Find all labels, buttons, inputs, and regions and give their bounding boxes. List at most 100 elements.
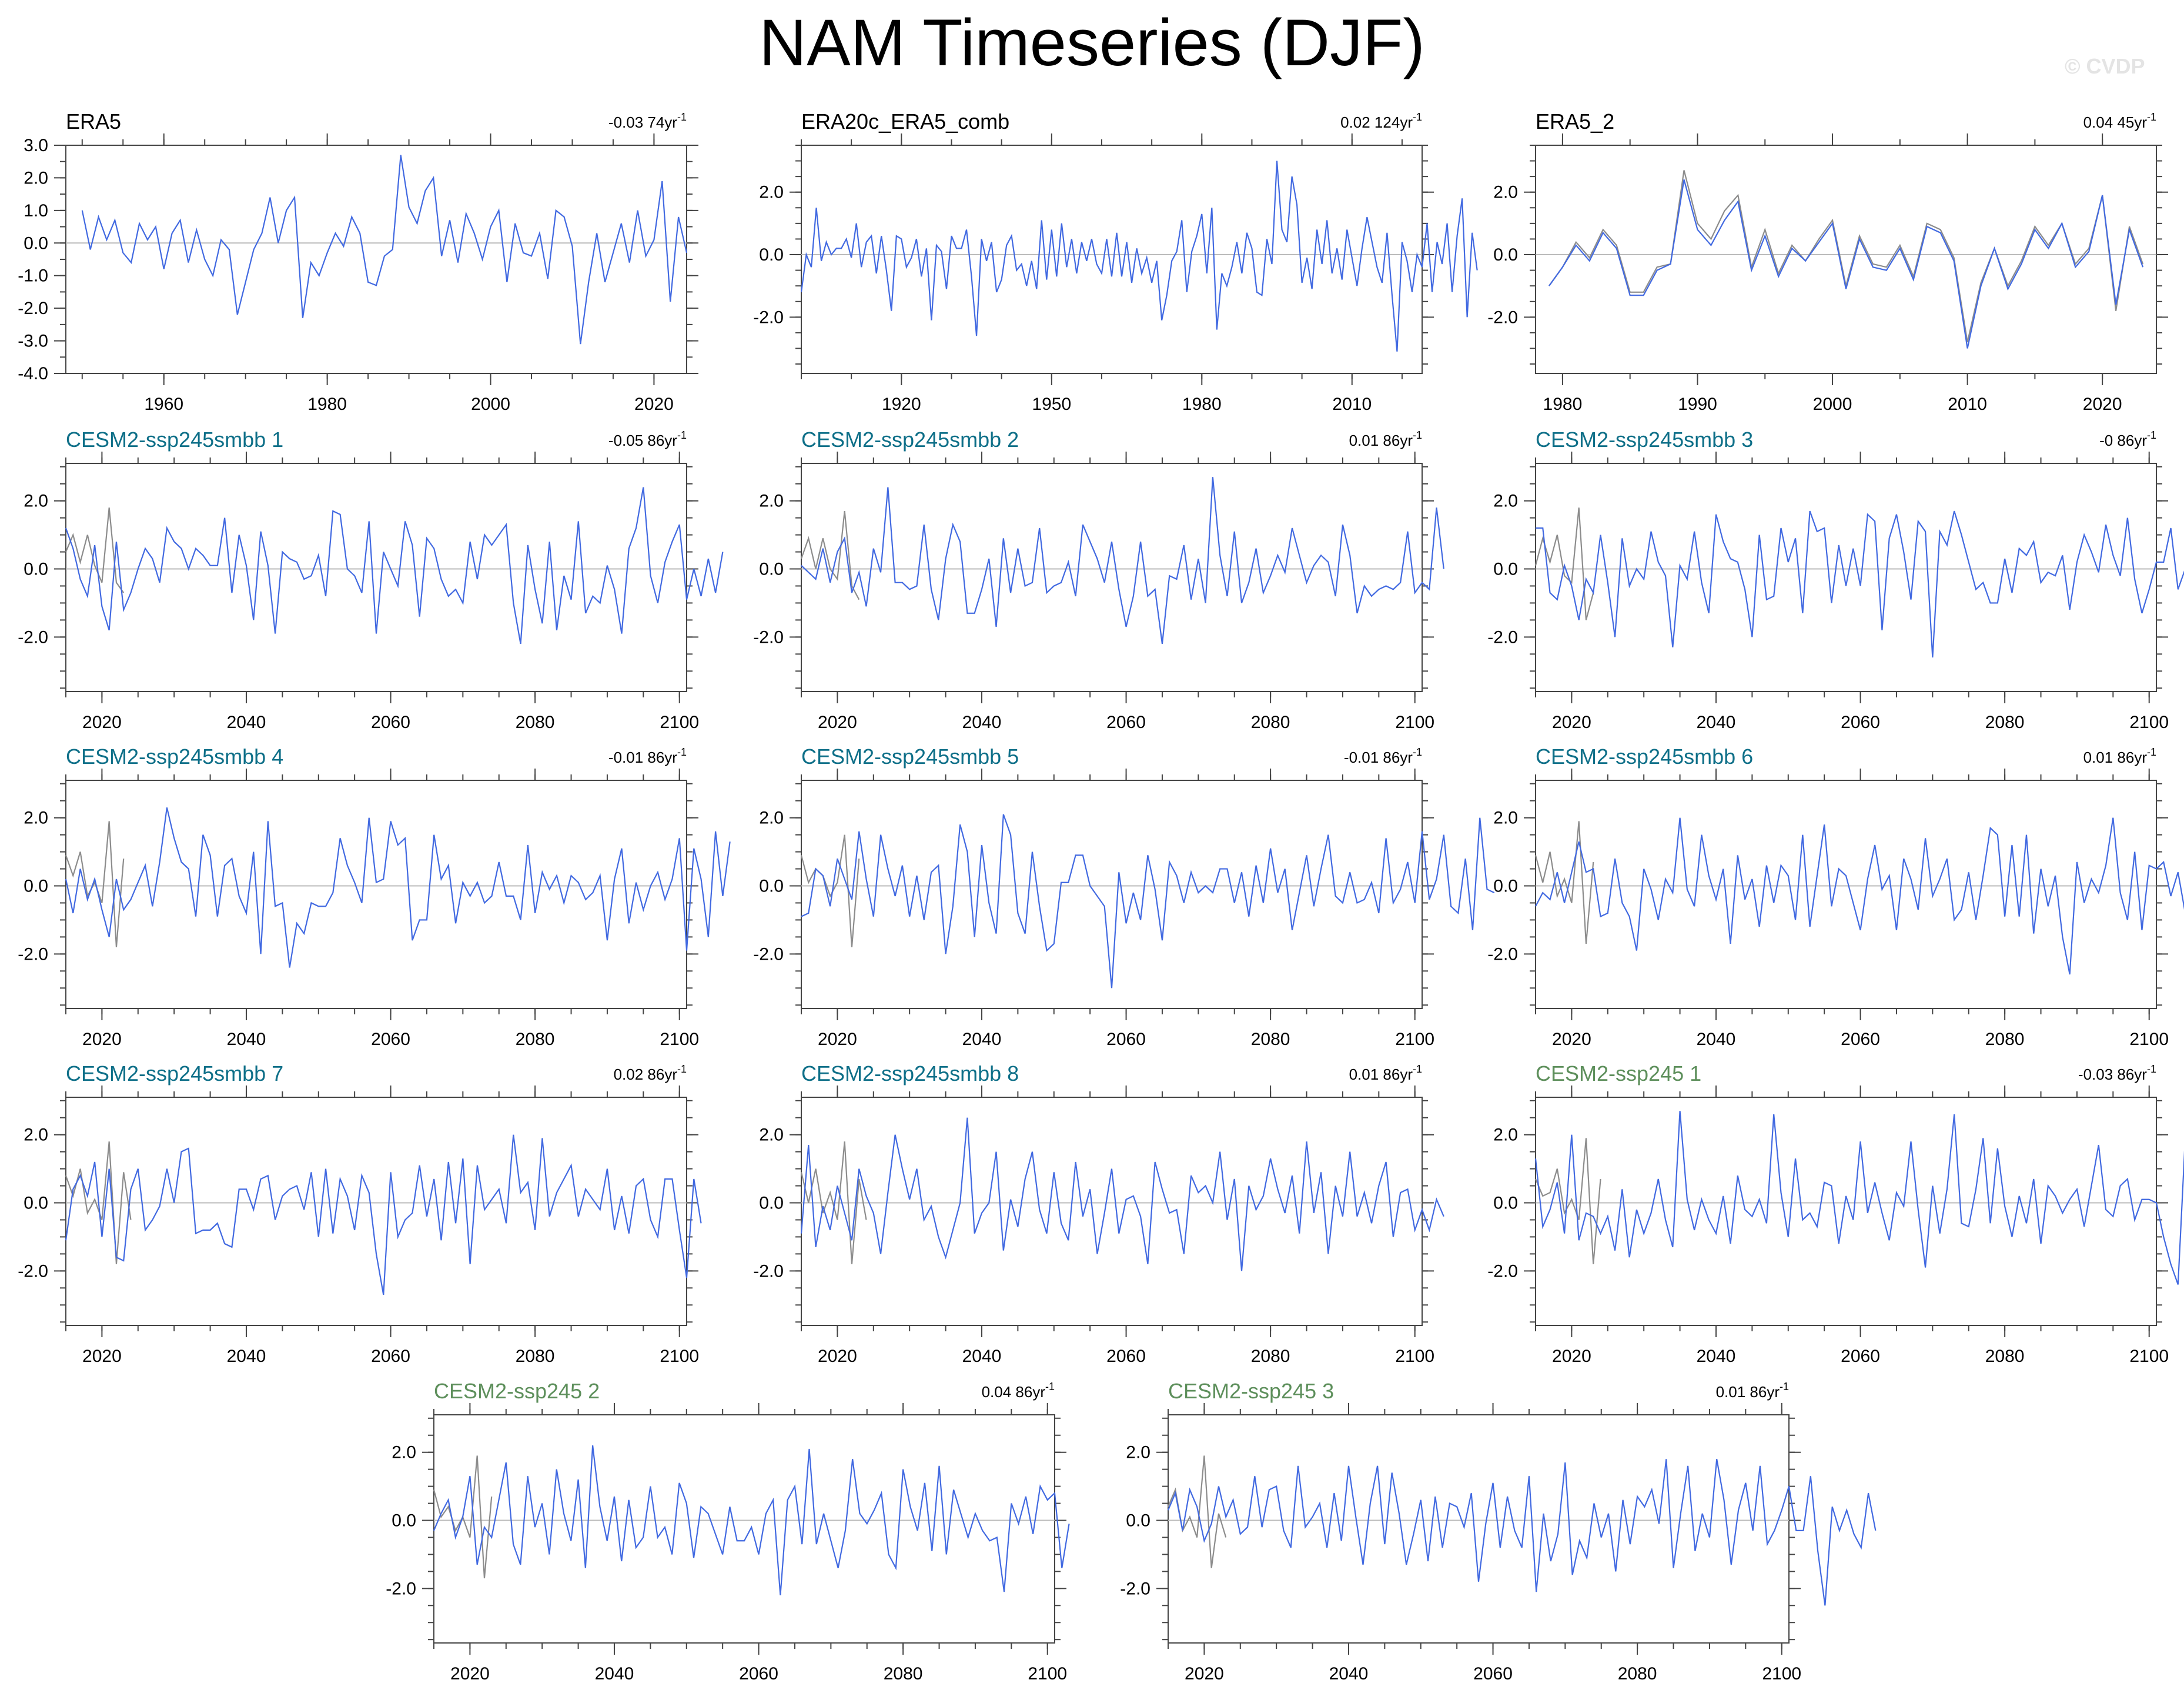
y-tick-label: 3.0 [24, 136, 48, 155]
x-tick-label: 2080 [1985, 1347, 2025, 1366]
panel-9: 2.0 0.0 -2.0 2020 2040 2060 2080 2100 CESM2-ssp2… [1487, 744, 2184, 1049]
trend-label: -0.01 86yr-1 [1344, 746, 1422, 766]
panel-8: 2.0 0.0 -2.0 2020 2040 2060 2080 2100 CESM2-ssp2… [753, 744, 1494, 1049]
x-tick-label: 2000 [471, 395, 510, 414]
x-tick-label: 1980 [1182, 395, 1222, 414]
y-tick-label: -2.0 [753, 1261, 784, 1281]
main-series-line [1168, 1459, 1875, 1605]
x-tick-label: 2060 [1473, 1664, 1513, 1684]
reference-series-line [66, 821, 123, 947]
y-tick-label: 0.0 [1493, 1194, 1518, 1213]
reference-series-line [1168, 1455, 1226, 1568]
y-tick-label: 0.0 [24, 877, 48, 896]
trend-label: -0.01 86yr-1 [608, 746, 687, 766]
x-tick-label: 2060 [371, 1347, 410, 1366]
x-tick-label: 2000 [1813, 395, 1852, 414]
x-tick-label: 2060 [1106, 1030, 1146, 1049]
x-tick-label: 2040 [227, 713, 266, 732]
main-series-line [66, 807, 730, 967]
y-tick-label: -2.0 [18, 627, 48, 647]
x-tick-label: 2080 [1251, 1347, 1290, 1366]
panel-title: CESM2-ssp245smbb 1 [66, 427, 283, 452]
axis-frame [801, 1097, 1422, 1325]
y-tick-label: 2.0 [1493, 492, 1518, 511]
axis-frame [66, 145, 687, 373]
main-series-line [66, 487, 723, 644]
x-tick-label: 2020 [1552, 1030, 1591, 1049]
main-series-line [1549, 179, 2143, 348]
trend-label: 0.01 86yr-1 [2083, 746, 2156, 766]
x-tick-label: 2060 [1106, 1347, 1146, 1366]
y-tick-label: -2.0 [18, 944, 48, 964]
y-tick-label: 2.0 [24, 809, 48, 828]
x-tick-label: 2080 [1985, 713, 2025, 732]
x-tick-label: 2040 [227, 1030, 266, 1049]
x-tick-label: 2100 [1395, 1030, 1434, 1049]
y-tick-label: 2.0 [1493, 183, 1518, 202]
chart-figure: 3.02.01.00.0-1.0-2.0-3.0-4.01960 1980 2000… [0, 0, 2184, 1700]
panel-10: 2.00.0-2.02020 2040 2060 2080 2100CESM2-ssp2… [18, 1061, 701, 1366]
panel-6: 2.00.0-2.02020 2040 2060 2080 2100CESM2-ssp2… [1487, 427, 2184, 732]
panel-title: CESM2-ssp245smbb 6 [1536, 744, 1753, 769]
panel-1: 3.02.01.00.0-1.0-2.0-3.0-4.01960 1980 2000… [18, 109, 698, 414]
x-tick-label: 2020 [82, 1347, 122, 1366]
panel-title: CESM2-ssp245 3 [1168, 1379, 1334, 1403]
y-tick-label: -2.0 [1487, 308, 1518, 327]
axis-frame [1536, 780, 2156, 1008]
panel-title: CESM2-ssp245 1 [1536, 1061, 1701, 1086]
y-tick-label: 0.0 [1126, 1511, 1150, 1531]
y-tick-label: -3.0 [18, 332, 48, 351]
y-tick-label: 0.0 [24, 1194, 48, 1213]
y-tick-label: -2.0 [1120, 1579, 1150, 1598]
main-series-line [82, 155, 687, 344]
x-tick-label: 2080 [1251, 1030, 1290, 1049]
x-tick-label: 2100 [660, 1030, 699, 1049]
x-tick-label: 2040 [962, 1030, 1002, 1049]
x-tick-label: 2060 [1841, 713, 1880, 732]
x-tick-label: 2100 [1395, 1347, 1434, 1366]
panel-title: CESM2-ssp245smbb 7 [66, 1061, 283, 1086]
y-tick-label: 2.0 [759, 492, 784, 511]
y-tick-label: 0.0 [24, 560, 48, 579]
x-tick-label: 1980 [307, 395, 347, 414]
y-tick-label: 0.0 [759, 245, 784, 265]
x-tick-label: 2100 [1395, 713, 1434, 732]
x-tick-label: 2060 [371, 1030, 410, 1049]
x-tick-label: 2020 [1185, 1664, 1224, 1684]
main-series-line [801, 477, 1444, 644]
y-tick-label: 0.0 [759, 560, 784, 579]
trend-label: 0.04 86yr-1 [982, 1381, 1055, 1401]
reference-series-line [801, 835, 859, 947]
y-tick-label: 2.0 [24, 1125, 48, 1145]
y-tick-label: 2.0 [759, 183, 784, 202]
x-tick-label: 2060 [1841, 1347, 1880, 1366]
x-tick-label: 2100 [660, 1347, 699, 1366]
x-tick-label: 2080 [1985, 1030, 2025, 1049]
y-tick-label: -2.0 [18, 1261, 48, 1281]
main-series-line [1536, 511, 2184, 657]
reference-series-line [1549, 171, 2143, 342]
x-tick-label: 2080 [516, 1030, 555, 1049]
y-tick-label: -2.0 [753, 308, 784, 327]
x-tick-label: 2040 [1329, 1664, 1369, 1684]
x-tick-label: 2010 [1332, 395, 1372, 414]
y-tick-label: 0.0 [1493, 245, 1518, 265]
main-series-line [801, 1118, 1444, 1271]
panel-title: CESM2-ssp245smbb 3 [1536, 427, 1753, 452]
y-tick-label: 0.0 [1493, 877, 1518, 896]
y-tick-label: 2.0 [1493, 1125, 1518, 1145]
y-tick-label: 0.0 [1493, 560, 1518, 579]
x-tick-label: 2040 [227, 1347, 266, 1366]
x-tick-label: 2040 [962, 1347, 1002, 1366]
panel-14: 2.00.0-2.02020 2040 2060 2080 2100CESM2-ssp2… [1120, 1379, 1875, 1684]
x-tick-label: 2020 [1552, 713, 1591, 732]
axis-frame [66, 1097, 687, 1325]
y-tick-label: 2.0 [759, 1125, 784, 1145]
y-tick-label: 2.0 [759, 809, 784, 828]
panel-title: CESM2-ssp245 2 [434, 1379, 600, 1403]
y-tick-label: -2.0 [753, 627, 784, 647]
main-series-line [1536, 818, 2184, 974]
y-tick-label: -1.0 [18, 266, 48, 286]
reference-series-line [1536, 821, 1593, 943]
axis-frame [66, 780, 687, 1008]
